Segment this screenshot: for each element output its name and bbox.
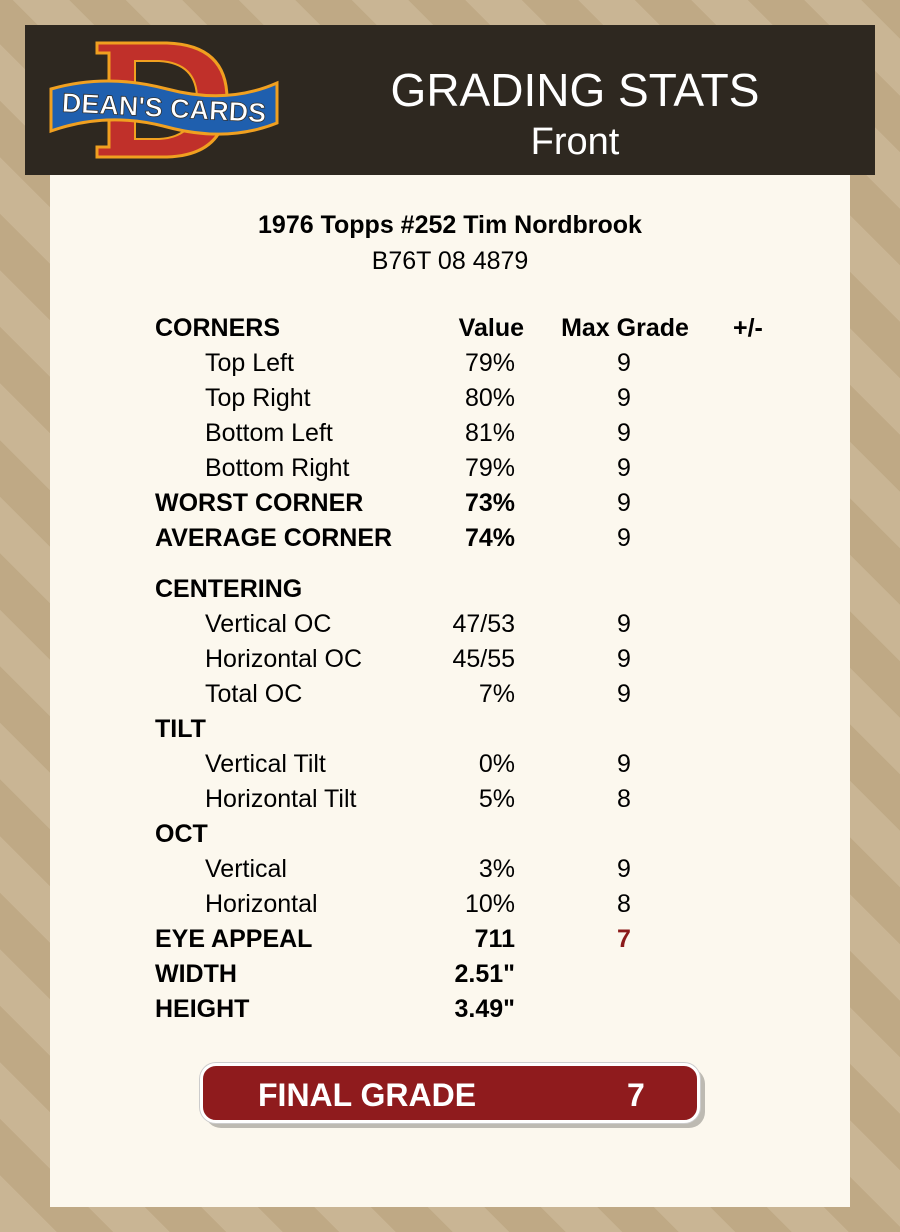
stat-max-grade: 9 (617, 750, 631, 778)
stat-label: Top Right (205, 384, 311, 412)
stat-row: Horizontal 10% 8 (50, 890, 850, 925)
stat-value: 0% (478, 750, 515, 778)
stat-max-grade: 8 (617, 785, 631, 813)
stat-row: Bottom Right 79% 9 (50, 454, 850, 489)
stat-label: WORST CORNER (155, 489, 364, 517)
stat-row: TILT (50, 715, 850, 750)
card-name: 1976 Topps #252 Tim Nordbrook (258, 211, 642, 239)
grading-panel: 1976 Topps #252 Tim Nordbrook B76T 08 48… (50, 175, 850, 1207)
stat-max-grade: 9 (617, 349, 631, 377)
stat-label: EYE APPEAL (155, 925, 313, 953)
stat-max-grade: 9 (617, 489, 631, 517)
stat-row: AVERAGE CORNER 74% 9 (50, 524, 850, 559)
page-title: GRADING STATS (390, 64, 760, 116)
stat-value: 2.51" (454, 960, 515, 988)
stat-value: 711 (474, 925, 515, 953)
stat-row: Total OC 7% 9 (50, 680, 850, 715)
stat-row: Top Left 79% 9 (50, 349, 850, 384)
stat-max-grade: 9 (617, 454, 631, 482)
stat-max-grade: 9 (617, 610, 631, 638)
corners-heading: CORNERS (155, 314, 281, 342)
stat-label: OCT (155, 820, 208, 848)
deans-cards-logo: DEAN'S CARDS (49, 41, 279, 159)
stat-max-grade: 7 (617, 925, 631, 953)
stat-value: 80% (464, 384, 515, 412)
stat-label: TILT (155, 715, 206, 743)
stat-label: Top Left (205, 349, 294, 377)
stat-label: Horizontal (205, 890, 318, 918)
stat-value: 7% (478, 680, 515, 708)
stat-row: OCT (50, 820, 850, 855)
stat-row: CENTERING (50, 575, 850, 610)
stat-label: Horizontal OC (205, 645, 362, 673)
stat-label: CENTERING (155, 575, 303, 603)
stat-row: EYE APPEAL 711 7 (50, 925, 850, 960)
stat-label: Bottom Right (205, 454, 350, 482)
stat-max-grade: 9 (617, 384, 631, 412)
stat-value: 81% (464, 419, 515, 447)
final-grade-bar: FINAL GRADE 7 (200, 1063, 700, 1123)
stat-row: Vertical OC 47/53 9 (50, 610, 850, 645)
final-grade-label: FINAL GRADE (258, 1077, 477, 1113)
stat-value: 79% (464, 454, 515, 482)
stat-label: Vertical (205, 855, 287, 883)
stat-row: Horizontal OC 45/55 9 (50, 645, 850, 680)
stat-row: Top Right 80% 9 (50, 384, 850, 419)
plus-minus-column-header: +/- (733, 314, 763, 342)
card-code: B76T 08 4879 (371, 247, 529, 275)
stat-label: Bottom Left (205, 419, 333, 447)
stat-label: HEIGHT (155, 995, 250, 1023)
stat-row: WORST CORNER 73% 9 (50, 489, 850, 524)
stat-value: 3% (478, 855, 515, 883)
stat-row: Vertical 3% 9 (50, 855, 850, 890)
stat-max-grade: 9 (617, 645, 631, 673)
stat-label: Total OC (205, 680, 303, 708)
stat-row: Vertical Tilt 0% 9 (50, 750, 850, 785)
stat-max-grade: 9 (617, 680, 631, 708)
stat-value: 45/55 (452, 645, 515, 673)
stat-value: 73% (464, 489, 515, 517)
stat-row: HEIGHT 3.49" (50, 995, 850, 1030)
stat-value: 47/53 (452, 610, 515, 638)
max-grade-column-header: Max Grade (561, 314, 689, 342)
stat-label: Vertical OC (205, 610, 332, 638)
stat-row: Bottom Left 81% 9 (50, 419, 850, 454)
stat-value: 3.49" (454, 995, 515, 1023)
stat-value: 10% (464, 890, 515, 918)
page-subtitle: Front (530, 121, 620, 163)
stat-label: AVERAGE CORNER (155, 524, 393, 552)
stat-max-grade: 9 (617, 419, 631, 447)
final-grade-value: 7 (627, 1077, 645, 1113)
stat-row: WIDTH 2.51" (50, 960, 850, 995)
header: DEAN'S CARDS GRADING STATS Front (25, 25, 875, 175)
stat-row: Horizontal Tilt 5% 8 (50, 785, 850, 820)
stat-label: Vertical Tilt (205, 750, 326, 778)
stat-label: Horizontal Tilt (205, 785, 357, 813)
stat-value: 79% (464, 349, 515, 377)
stat-value: 74% (464, 524, 515, 552)
stat-max-grade: 9 (617, 524, 631, 552)
stat-value: 5% (478, 785, 515, 813)
stat-label: WIDTH (155, 960, 237, 988)
value-column-header: Value (458, 314, 524, 342)
column-header-row: CORNERS Value Max Grade +/- (50, 314, 850, 349)
stat-max-grade: 8 (617, 890, 631, 918)
stat-max-grade: 9 (617, 855, 631, 883)
